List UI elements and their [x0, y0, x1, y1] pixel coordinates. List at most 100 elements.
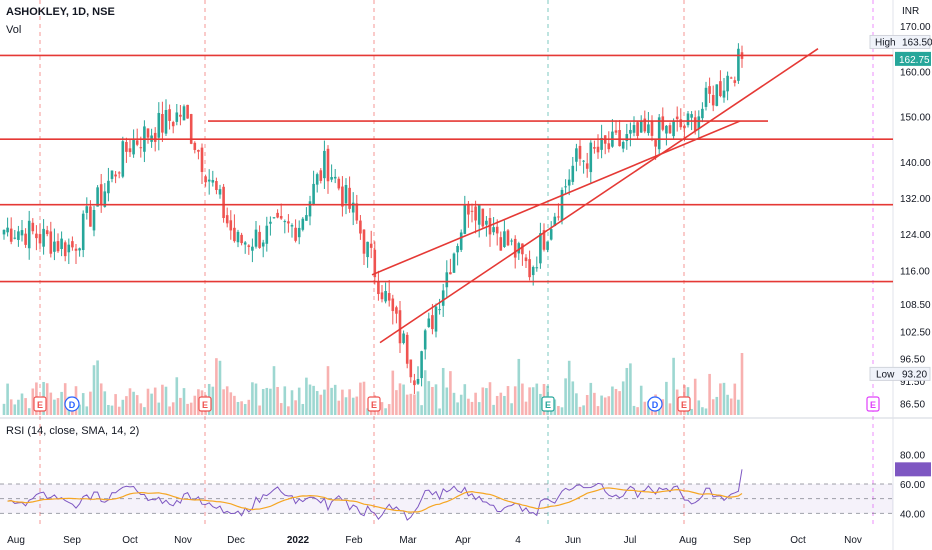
volume-bar — [722, 382, 726, 415]
volume-bar — [467, 398, 470, 415]
volume-bar — [589, 382, 593, 415]
candle-body — [423, 330, 427, 350]
volume-bar — [593, 392, 596, 415]
candle-body — [351, 202, 355, 213]
marker-letter: E — [870, 400, 876, 410]
volume-bar — [557, 405, 560, 415]
volume-bar — [125, 396, 128, 415]
volume-bar — [287, 406, 290, 415]
volume-bar — [643, 401, 647, 415]
volume-bar — [672, 357, 675, 415]
candle-body — [24, 233, 27, 245]
candle-body — [585, 163, 589, 169]
candle-body — [161, 114, 164, 133]
time-axis-label: Mar — [399, 535, 417, 546]
candle-body — [582, 160, 585, 162]
volume-bar — [434, 384, 438, 415]
candle-body — [348, 187, 351, 209]
volume-bar — [481, 387, 485, 415]
candle-body — [211, 180, 215, 183]
candle-body — [215, 181, 218, 191]
candle-body — [186, 104, 189, 119]
candle-body — [441, 290, 445, 306]
candle-body — [683, 125, 686, 129]
volume-bar — [218, 360, 222, 415]
volume-bar — [161, 384, 164, 415]
volume-bar — [564, 378, 567, 415]
volume-bar — [495, 395, 499, 415]
candle-body — [557, 216, 560, 218]
candle-body — [179, 114, 182, 117]
volume-bar — [438, 408, 441, 415]
volume-bar — [27, 408, 31, 415]
volume-bar — [463, 384, 467, 415]
volume-bar — [117, 406, 121, 415]
candle-body — [405, 334, 409, 364]
rsi-ma-line — [7, 487, 743, 513]
price-tick-label: 160.00 — [900, 67, 931, 78]
candle-body — [200, 147, 204, 172]
candle-body — [182, 106, 186, 121]
candle-body — [319, 170, 323, 181]
volume-bar — [326, 366, 330, 415]
volume-bar — [409, 393, 413, 415]
volume-bar — [247, 399, 251, 415]
volume-bar — [355, 396, 359, 415]
candle-body — [553, 216, 557, 226]
volume-bar — [344, 397, 348, 415]
candle-body — [20, 230, 24, 236]
volume-bar — [17, 399, 20, 415]
candle-body — [690, 114, 693, 118]
volume-bar — [96, 360, 99, 415]
candle-body — [225, 215, 229, 224]
candle-body — [89, 206, 92, 227]
candle-body — [686, 113, 690, 126]
candle-body — [171, 122, 175, 127]
candle-body — [164, 110, 168, 134]
candle-body — [661, 116, 665, 130]
rsi-last-badge — [895, 462, 931, 477]
earnings-marker: E — [367, 396, 381, 412]
candle-body — [125, 141, 128, 152]
candle-body — [63, 242, 67, 257]
candle-body — [229, 220, 233, 231]
volume-bar — [629, 363, 632, 415]
candle-body — [600, 137, 603, 150]
candle-body — [607, 143, 611, 150]
volume-bar — [650, 408, 654, 415]
volume-bar — [506, 386, 510, 415]
volume-bar — [99, 383, 103, 415]
candle-body — [492, 227, 495, 233]
volume-bar — [359, 382, 362, 415]
time-axis-label: Aug — [7, 535, 25, 546]
time-axis-label: 2022 — [287, 535, 310, 546]
volume-bar — [528, 387, 531, 415]
volume-bar — [665, 381, 668, 415]
candle-body — [269, 221, 272, 224]
candle-body — [287, 221, 290, 224]
candle-body — [204, 176, 207, 183]
candle-body — [726, 75, 729, 92]
volume-bar — [269, 388, 272, 415]
volume-bar — [737, 399, 740, 415]
candle-body — [416, 378, 420, 384]
high-value: 163.50 — [902, 37, 932, 48]
volume-bar — [596, 406, 600, 415]
candle-body — [373, 249, 377, 278]
volume-bar — [276, 386, 279, 415]
high-badge — [869, 34, 931, 49]
candle-body — [157, 112, 161, 138]
candle-body — [42, 228, 45, 247]
candle-body — [665, 125, 668, 134]
volume-bar — [60, 391, 63, 415]
volume-bar — [441, 367, 445, 415]
volume-bar — [585, 395, 589, 415]
volume-bar — [582, 405, 585, 415]
candle-body — [6, 227, 9, 233]
candle-body — [549, 229, 553, 240]
volume-bar — [715, 396, 719, 415]
price-tick-label: 96.50 — [900, 354, 925, 365]
volume-bar — [333, 384, 337, 415]
volume-bar — [53, 399, 56, 415]
